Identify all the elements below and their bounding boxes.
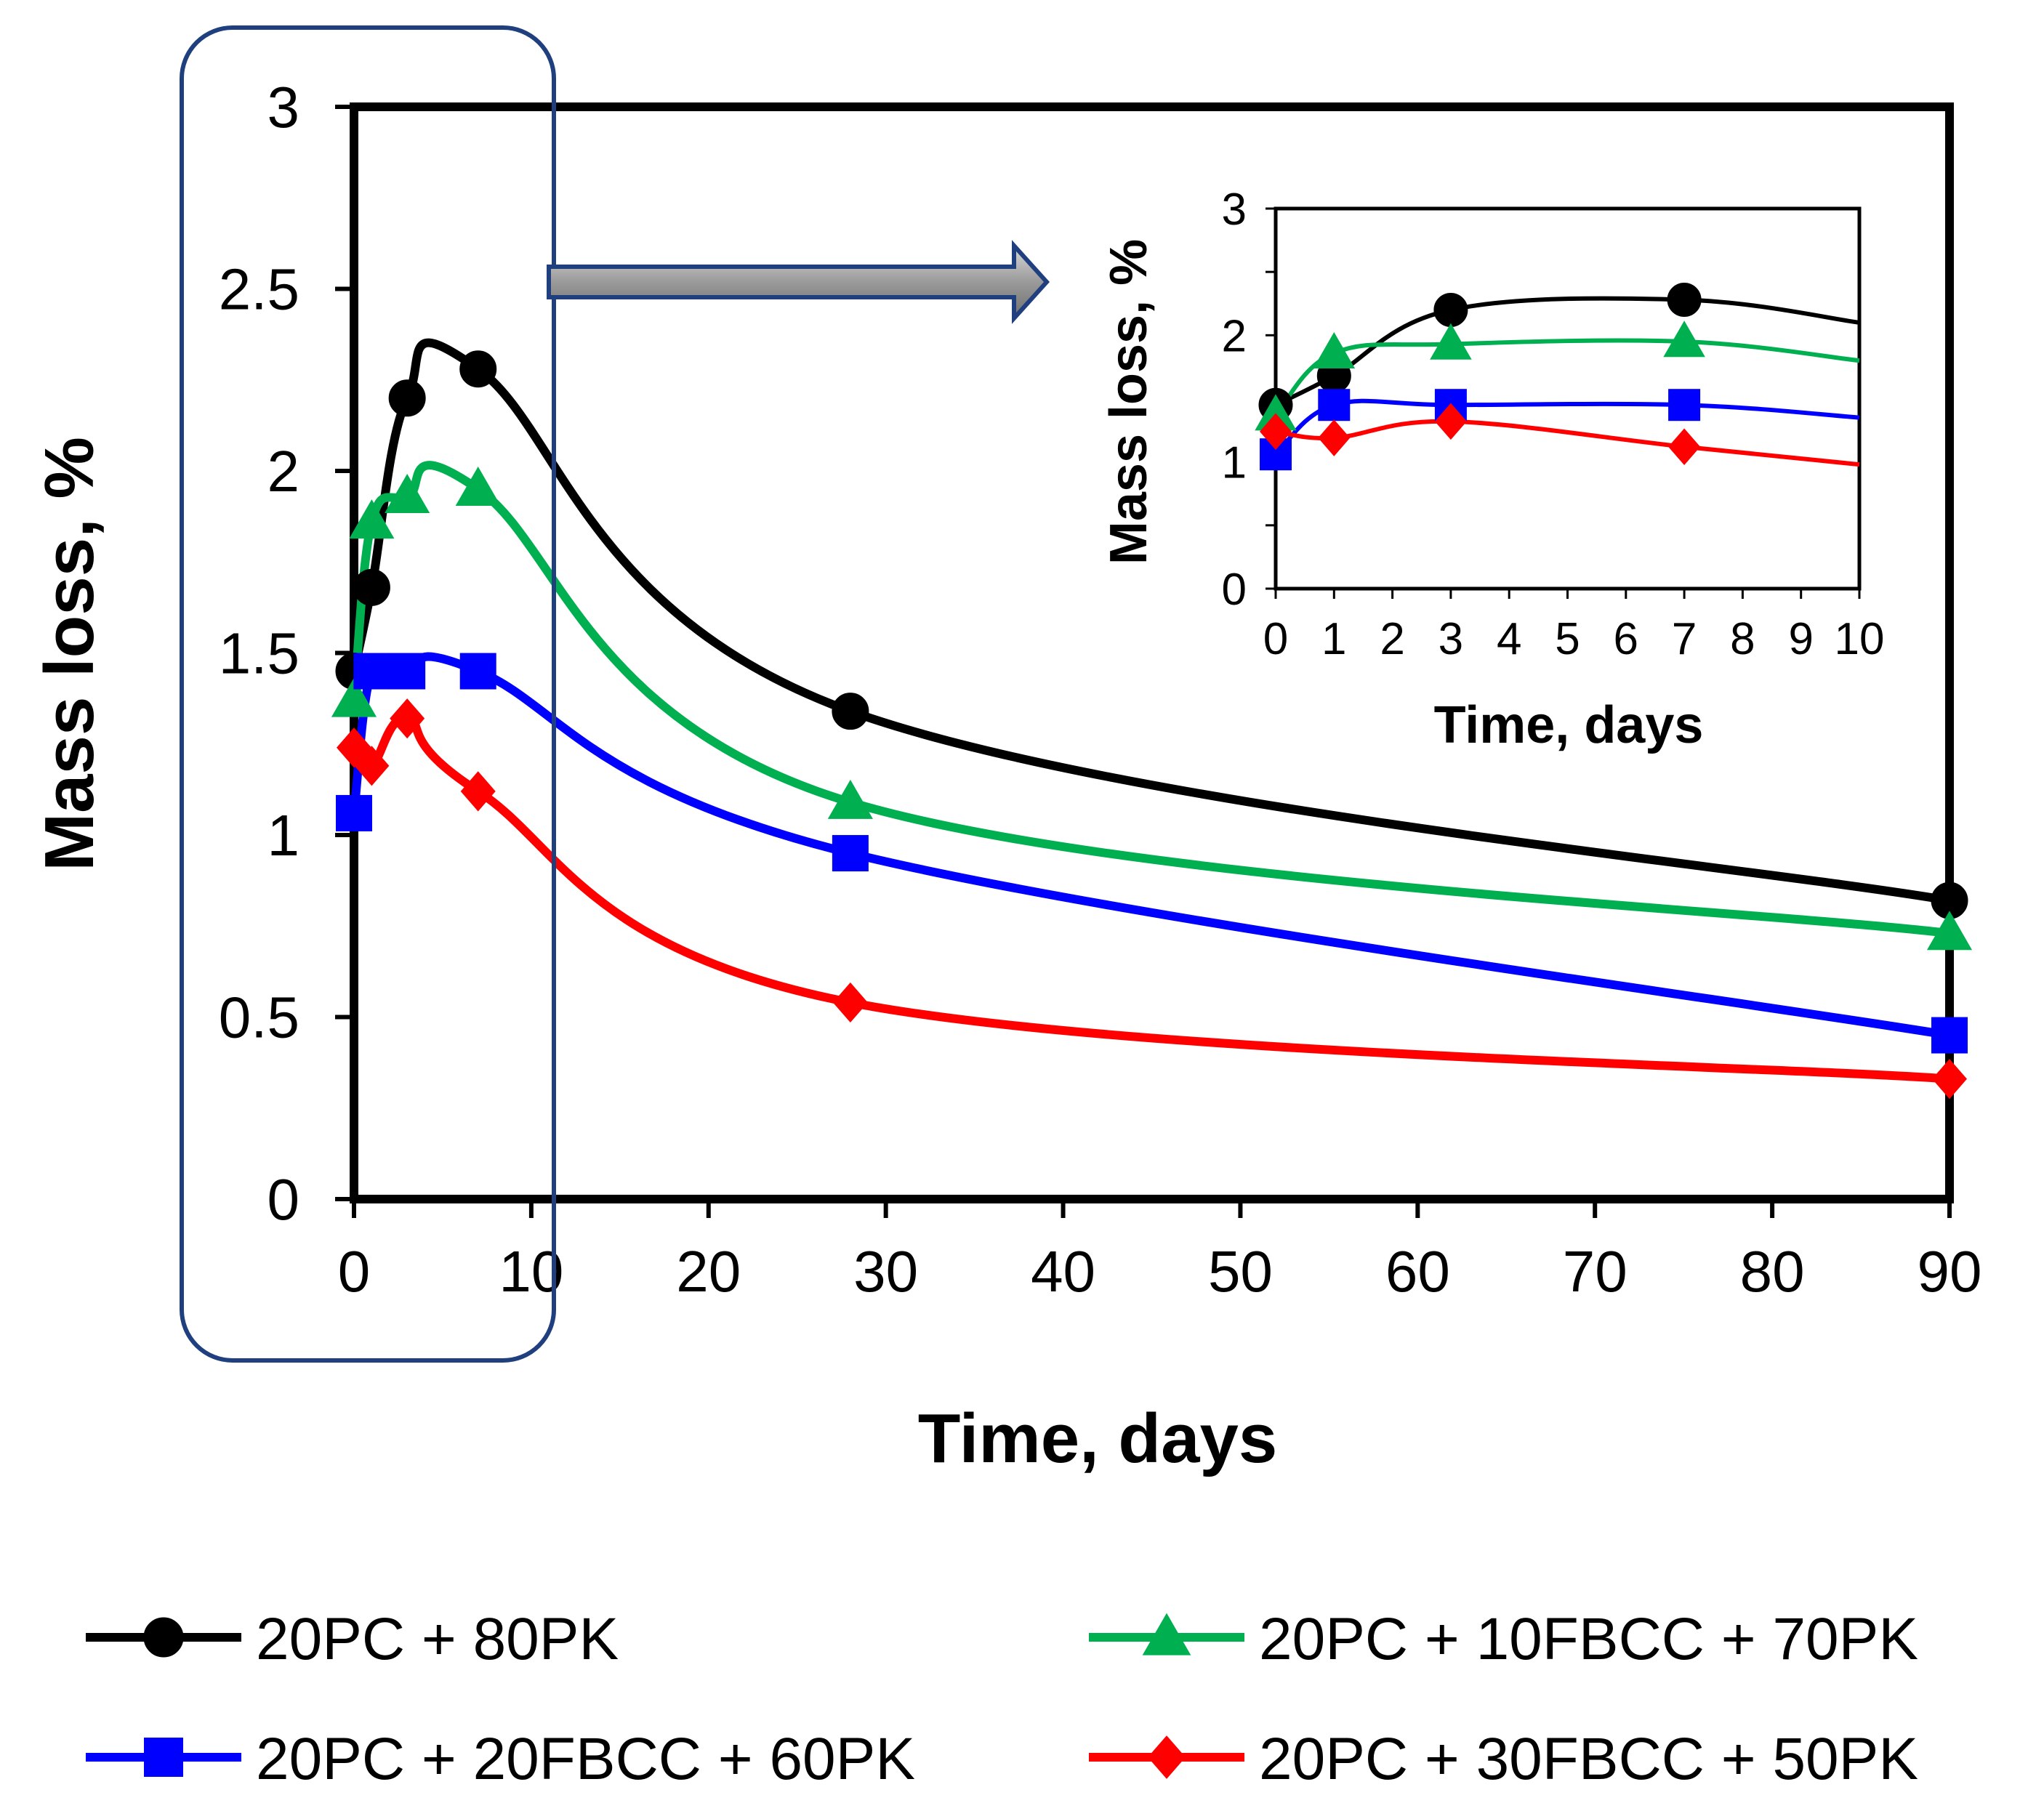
inset-y-axis-title: Mass loss, % [1100,239,1158,565]
main-x-tick-label: 30 [853,1239,918,1304]
inset-series-2-point [1663,320,1705,358]
main-x-tick-label: 20 [676,1239,741,1304]
inset-x-tick-label: 8 [1730,614,1755,664]
inset-x-tick-label: 9 [1788,614,1813,664]
series-2-point [455,467,501,506]
series-2-point [349,499,395,539]
main-y-tick-label: 2 [267,439,300,504]
series-3-point [459,653,496,690]
main-x-tick-label: 80 [1740,1239,1805,1304]
inset-series-4-point [1318,419,1351,456]
inset-series-1-point [1433,292,1468,327]
series-1-point [832,693,869,730]
zoom-arrow [547,240,1050,324]
inset-series-4-point [1260,413,1292,451]
zoom-highlight-box [180,25,556,1363]
series-line-3 [350,652,1950,1040]
inset-x-tick-label: 5 [1555,614,1580,664]
inset-series-1-point [1667,283,1702,318]
main-y-tick-label: 1.5 [219,621,299,686]
series-2-point [1926,911,1973,951]
inset-y-tick-label: 2 [1222,311,1247,361]
inset-x-tick-label: 3 [1439,614,1463,664]
main-y-tick-label: 0.5 [219,985,299,1050]
main-y-axis-title: Mass loss, % [31,437,108,871]
series-3-point [1931,1017,1968,1054]
legend-marker [143,1617,184,1658]
series-2-point [331,677,377,717]
series-1-point [388,379,426,417]
main-x-tick-label: 40 [1031,1239,1095,1304]
series-3-point [832,835,869,872]
main-series-group [331,338,1973,1100]
inset-series-2-point [1313,331,1356,368]
inset-series-2-point [1430,323,1472,360]
legend-label: 20PC + 20FBCC + 60PK [256,1726,915,1792]
inset-x-tick-label: 4 [1497,614,1521,664]
series-2-point [385,474,430,514]
inset-x-axis-title: Time, days [1434,696,1704,754]
legend-item-4: 20PC + 30FBCC + 50PK [1089,1726,1918,1792]
legend-marker [1142,1613,1191,1655]
inset-y-tick-label: 1 [1222,438,1247,488]
inset-x-tick-label: 2 [1380,614,1404,664]
main-x-tick-label: 50 [1208,1239,1273,1304]
legend-label: 20PC + 30FBCC + 50PK [1259,1726,1918,1792]
inset-series-2-point [1255,394,1297,431]
series-3-point [389,653,426,690]
inset-y-tick-label: 3 [1222,185,1247,235]
series-4-point [1932,1059,1967,1100]
series-4-point [460,771,496,812]
legend-label: 20PC + 10FBCC + 70PK [1259,1606,1918,1672]
chart-legend: 20PC + 80PK 20PC + 10FBCC + 70PK 20PC + 20… [86,1606,1918,1792]
legend-item-3: 20PC + 20FBCC + 60PK [86,1726,915,1792]
inset-x-tick-label: 1 [1321,614,1346,664]
series-4-point [354,746,390,786]
inset-y-tick-label: 0 [1222,565,1247,615]
series-line-4 [350,714,1950,1084]
series-1-point [459,350,497,388]
legend-marker [1148,1735,1186,1779]
main-x-tick-label: 60 [1385,1239,1450,1304]
main-x-axis-title: Time, days [918,1400,1277,1477]
main-x-tick-label: 0 [338,1239,371,1304]
legend-item-1: 20PC + 80PK [86,1606,619,1672]
inset-x-tick-label: 0 [1263,614,1288,664]
inset-series-3-point [1318,389,1351,422]
series-4-point [390,698,425,739]
main-y-tick-label: 3 [267,75,300,140]
legend-marker [144,1738,183,1777]
inset-series-4-point [1434,403,1467,440]
inset-series-3-point [1668,389,1701,422]
main-x-tick-label: 90 [1918,1239,1982,1304]
main-y-tick-label: 1 [267,803,300,868]
inset-x-tick-label: 10 [1835,614,1885,664]
main-y-tick-label: 0 [267,1167,300,1232]
legend-label: 20PC + 80PK [256,1606,619,1672]
inset-x-tick-label: 7 [1672,614,1697,664]
series-1-point [353,568,390,606]
inset-x-tick-label: 6 [1614,614,1638,664]
series-3-point [336,794,372,831]
main-x-tick-label: 70 [1563,1239,1627,1304]
legend-item-2: 20PC + 10FBCC + 70PK [1089,1606,1918,1672]
inset-series-4-point [1668,428,1701,466]
inset-series-group [1255,283,1860,471]
main-axis-ticks [335,105,1952,1218]
main-y-tick-label: 2.5 [219,257,299,322]
series-3-point [353,653,390,690]
series-2-point [827,779,873,819]
series-4-point [832,982,868,1023]
inset-plot-frame [1274,206,1862,591]
